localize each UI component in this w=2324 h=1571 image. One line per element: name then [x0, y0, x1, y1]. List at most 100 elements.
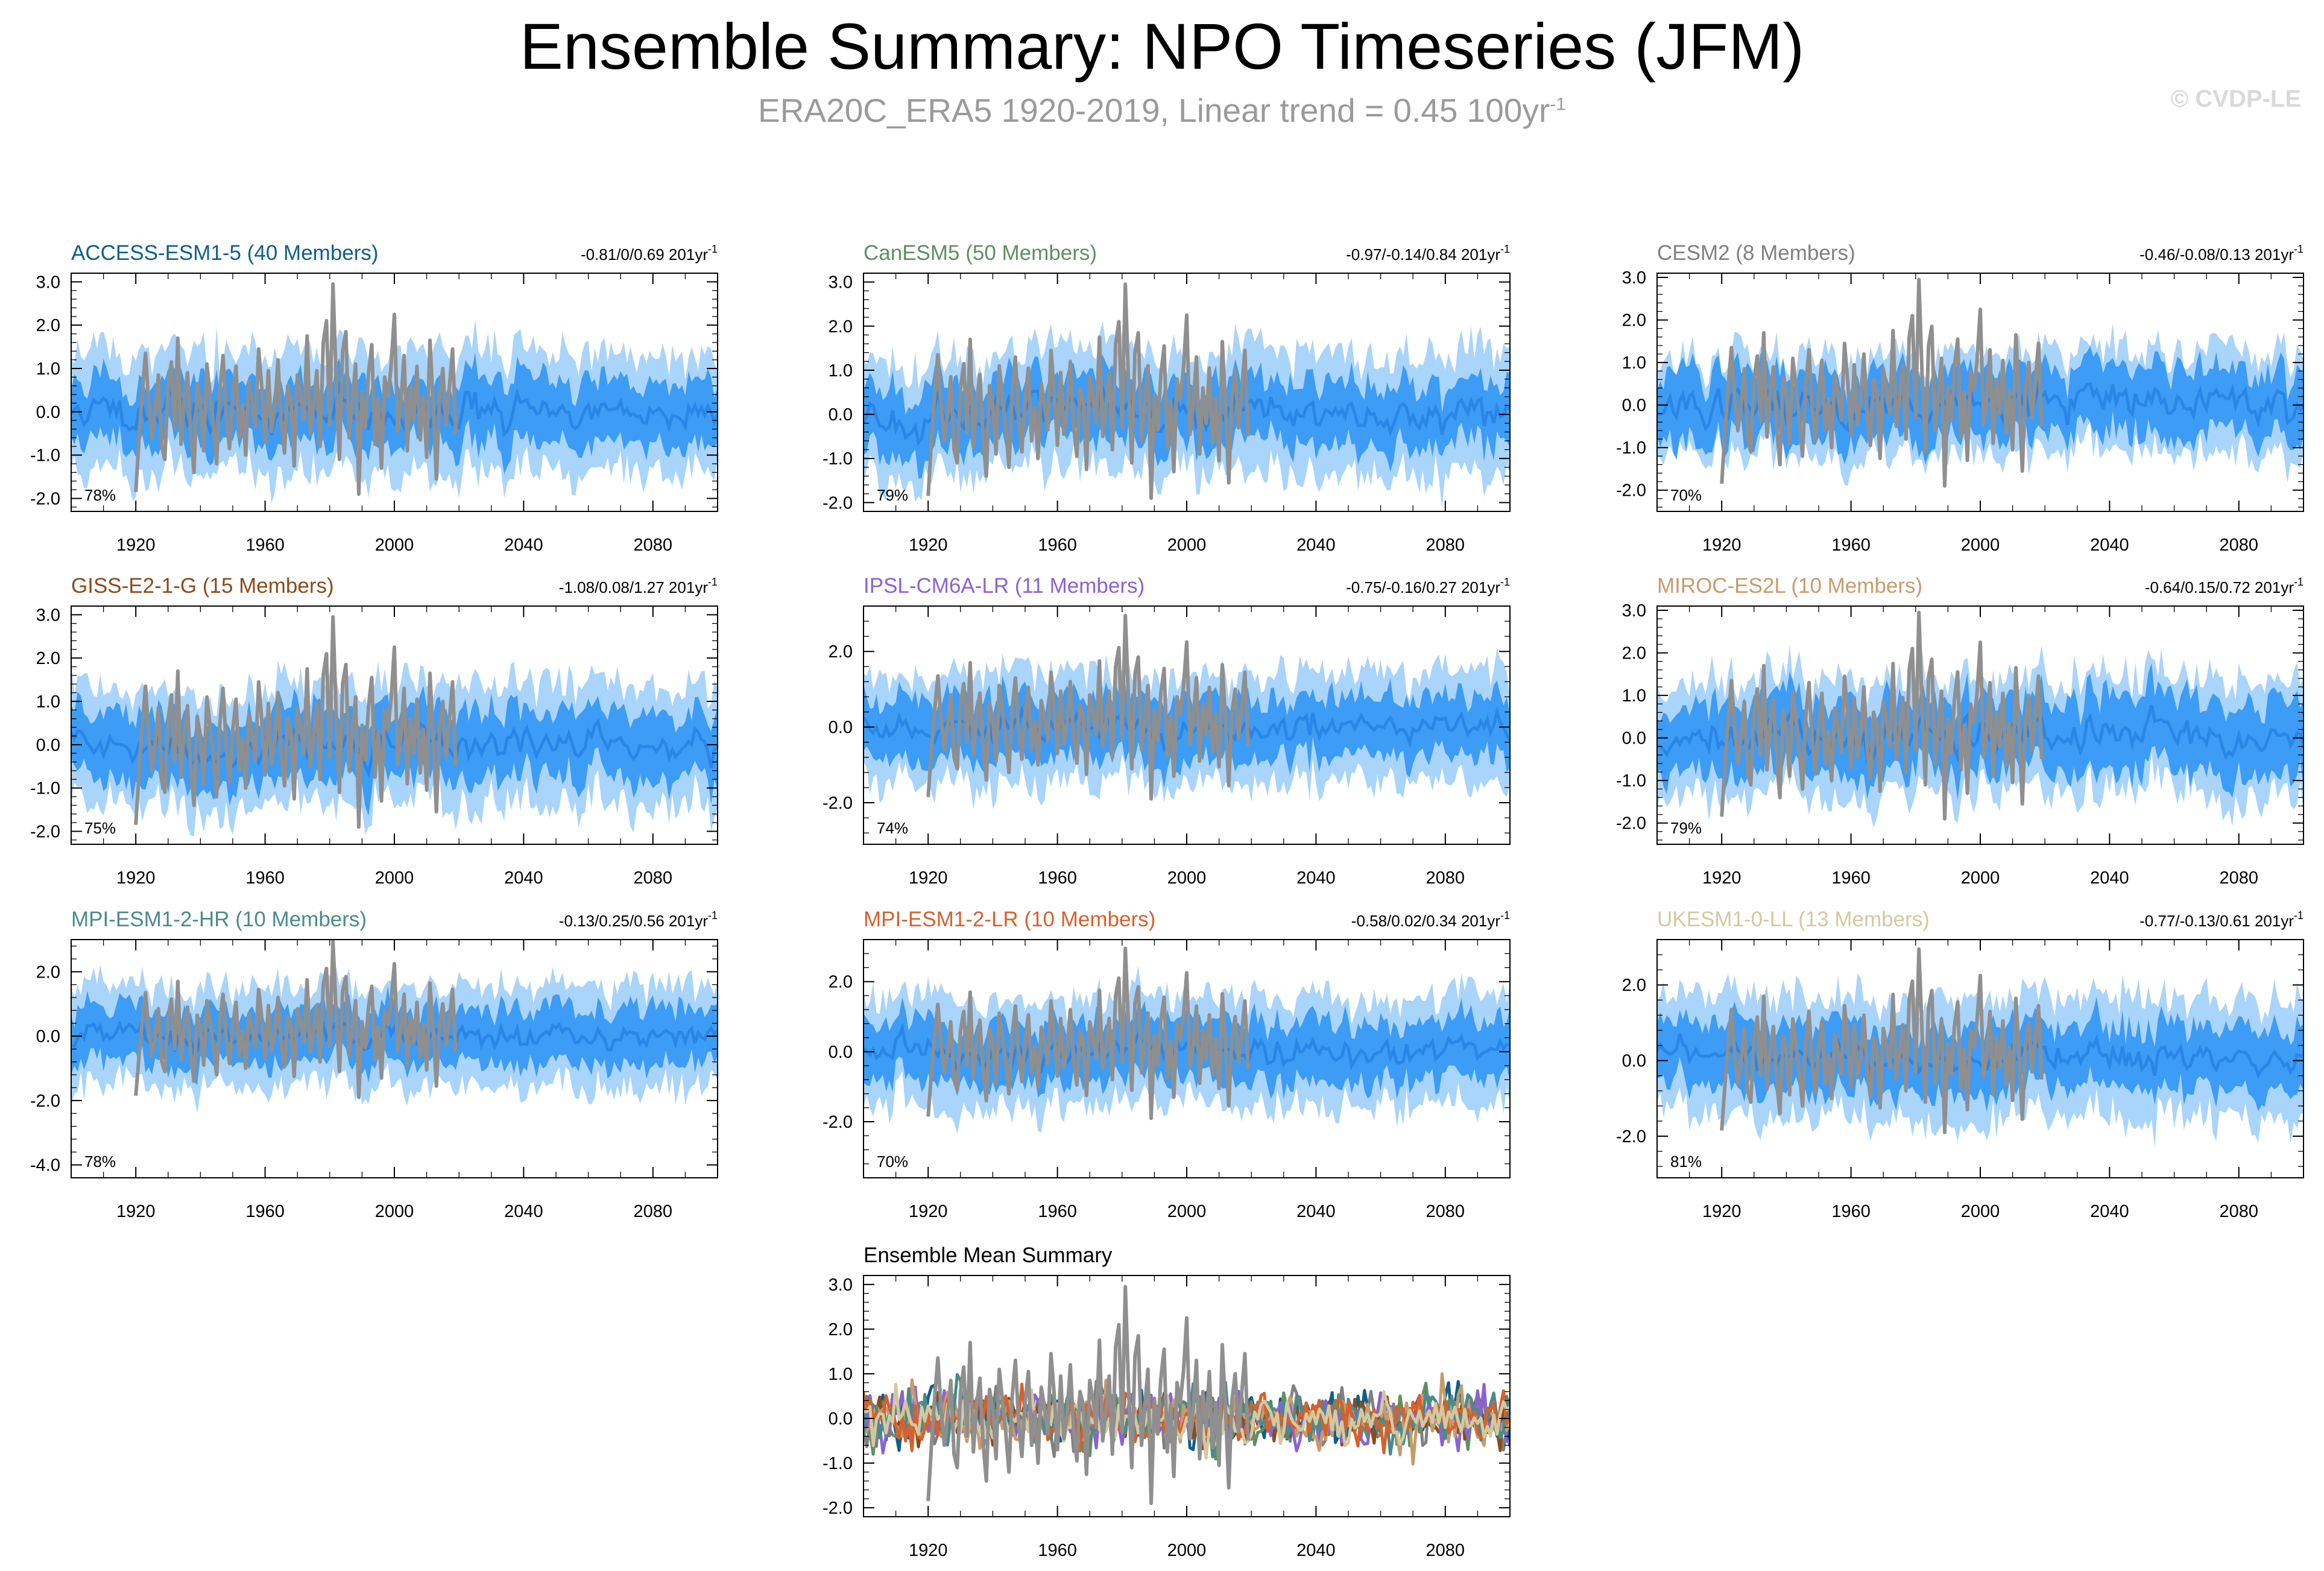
match-percentage: 79%: [1670, 819, 1702, 837]
observations-line: [134, 282, 458, 496]
copyright-notice: © CVDP-LE: [2170, 86, 2301, 112]
panel-ipsl-cm6a-lr: 1920 1960 2000 2040 2080 -2.0 0.0 2.0 IPSL-CM6A-…: [823, 574, 1511, 888]
x-tick-label: 1920: [116, 868, 156, 888]
y-tick-label: 0.0: [36, 736, 60, 755]
observations-line: [1720, 947, 2044, 1134]
y-tick-label: -2.0: [823, 794, 853, 813]
y-tick-label: 1.0: [1622, 353, 1646, 373]
y-tick-label: 1.0: [36, 359, 60, 379]
y-tick-label: -2.0: [823, 1113, 853, 1132]
x-tick-label: 1960: [245, 868, 285, 888]
panel-title: GISS-E2-1-G (15 Members): [71, 574, 334, 598]
observations-line: [926, 613, 1250, 801]
figure-subtitle: ERA20C_ERA5 1920-2019, Linear trend = 0.…: [0, 90, 2324, 130]
x-tick-label: 2080: [1426, 868, 1465, 888]
trend-range: -0.64/0.15/0.72 201yr-1: [2145, 576, 2303, 596]
panel-title: MIROC-ES2L (10 Members): [1657, 574, 1922, 598]
trend-range-superscript: -1: [708, 576, 718, 588]
x-tick-label: 1920: [116, 536, 156, 555]
panel-title: MPI-ESM1-2-HR (10 Members): [71, 908, 367, 931]
plot-area: [864, 946, 1510, 1134]
x-tick-label: 2000: [1167, 1541, 1207, 1560]
y-tick-label: -2.0: [823, 1499, 853, 1518]
x-tick-label: 2040: [2090, 1202, 2129, 1221]
y-tick-label: -2.0: [30, 489, 60, 508]
trend-range-superscript: -1: [2294, 576, 2303, 588]
y-tick-label: 2.0: [36, 316, 60, 335]
observations-line: [134, 615, 458, 829]
y-tick-label: 0.0: [829, 1043, 853, 1062]
x-tick-label: 2000: [1167, 868, 1207, 888]
x-tick-label: 2000: [375, 1202, 414, 1221]
trend-range: -0.58/0.02/0.34 201yr-1: [1351, 909, 1510, 930]
y-tick-label: 3.0: [1622, 601, 1646, 621]
plot-area: [71, 615, 718, 836]
y-tick-label: 3.0: [36, 273, 60, 292]
match-percentage: 74%: [877, 819, 908, 837]
y-tick-label: -1.0: [30, 779, 60, 798]
trend-range: -1.08/0.08/1.27 201yr-1: [559, 576, 718, 596]
x-tick-label: 1920: [1702, 1202, 1741, 1221]
panel-title: ACCESS-ESM1-5 (40 Members): [71, 241, 379, 265]
observations-line: [134, 940, 458, 1099]
observations-line: [926, 282, 1250, 501]
x-tick-label: 1920: [909, 1202, 948, 1221]
y-tick-label: -4.0: [30, 1156, 60, 1175]
trend-range: -0.97/-0.14/0.84 201yr-1: [1346, 243, 1510, 264]
x-tick-label: 1960: [1038, 1202, 1077, 1221]
trend-range-superscript: -1: [1500, 243, 1510, 255]
panel-mpi-esm1-2-hr: 1920 1960 2000 2040 2080 -4.0 -2.0 0.0 2.0 MPI-ES…: [30, 908, 718, 1221]
x-tick-label: 2000: [1961, 536, 2000, 555]
y-tick-label: -1.0: [1616, 438, 1646, 458]
panel-title: MPI-ESM1-2-LR (10 Members): [864, 908, 1155, 931]
panel-title: CESM2 (8 Members): [1657, 241, 1855, 265]
y-tick-label: 0.0: [829, 1409, 853, 1429]
observations-line: [926, 946, 1250, 1121]
y-tick-label: 1.0: [1622, 686, 1646, 706]
plot-area: [71, 940, 718, 1113]
y-tick-label: 0.0: [829, 405, 853, 425]
trend-range-superscript: -1: [2294, 243, 2303, 255]
x-tick-label: 2040: [1296, 536, 1336, 555]
subtitle-text: ERA20C_ERA5 1920-2019, Linear trend = 0.…: [758, 92, 1550, 129]
x-tick-label: 1920: [909, 536, 948, 555]
match-percentage: 78%: [84, 1152, 116, 1171]
ensemble-inner-band: [864, 997, 1510, 1100]
panel-title: UKESM1-0-LL (13 Members): [1657, 908, 1930, 931]
x-tick-label: 2080: [634, 868, 673, 888]
plot-area: [1657, 947, 2303, 1148]
y-tick-label: 1.0: [829, 1365, 853, 1384]
x-tick-label: 1920: [1702, 868, 1741, 888]
y-tick-label: -2.0: [1616, 814, 1646, 833]
observations-line: [1720, 610, 2044, 821]
subtitle-superscript: -1: [1550, 94, 1566, 115]
plot-area: [1657, 610, 2303, 828]
match-percentage: 79%: [877, 486, 908, 504]
trend-range-superscript: -1: [708, 243, 718, 255]
y-tick-label: 2.0: [829, 317, 853, 337]
x-tick-label: 1960: [245, 1202, 285, 1221]
match-percentage: 81%: [1670, 1152, 1702, 1171]
plot-area: [864, 613, 1510, 810]
y-tick-label: 0.0: [829, 718, 853, 738]
x-tick-label: 2000: [1167, 1202, 1207, 1221]
y-tick-label: 2.0: [36, 649, 60, 668]
x-tick-label: 1920: [116, 1202, 156, 1221]
match-percentage: 70%: [1670, 486, 1702, 504]
trend-range: -0.46/-0.08/0.13 201yr-1: [2139, 243, 2303, 264]
panel-miroc-es2l: 1920 1960 2000 2040 2080 -2.0 -1.0 0.0 1.0 2.0 3.0…: [1616, 574, 2304, 888]
trend-range-superscript: -1: [1500, 909, 1510, 921]
plot-area: [71, 282, 718, 504]
x-tick-label: 1920: [1702, 536, 1741, 555]
x-tick-label: 1960: [245, 536, 285, 555]
panel-access-esm1-5: 1920 1960 2000 2040 2080 -2.0 -1.0 0.0 1.0 2.0 3.0…: [30, 241, 718, 555]
y-tick-label: -1.0: [823, 449, 853, 469]
y-tick-label: 0.0: [36, 403, 60, 422]
x-tick-label: 2000: [375, 536, 414, 555]
panel-giss-e2-1-g: 1920 1960 2000 2040 2080 -2.0 -1.0 0.0 1.0 2.0 3.0…: [30, 574, 718, 888]
y-tick-label: 2.0: [1622, 311, 1646, 330]
ensemble-inner-band: [71, 686, 718, 816]
y-tick-label: 2.0: [36, 963, 60, 982]
y-tick-label: -2.0: [30, 822, 60, 841]
